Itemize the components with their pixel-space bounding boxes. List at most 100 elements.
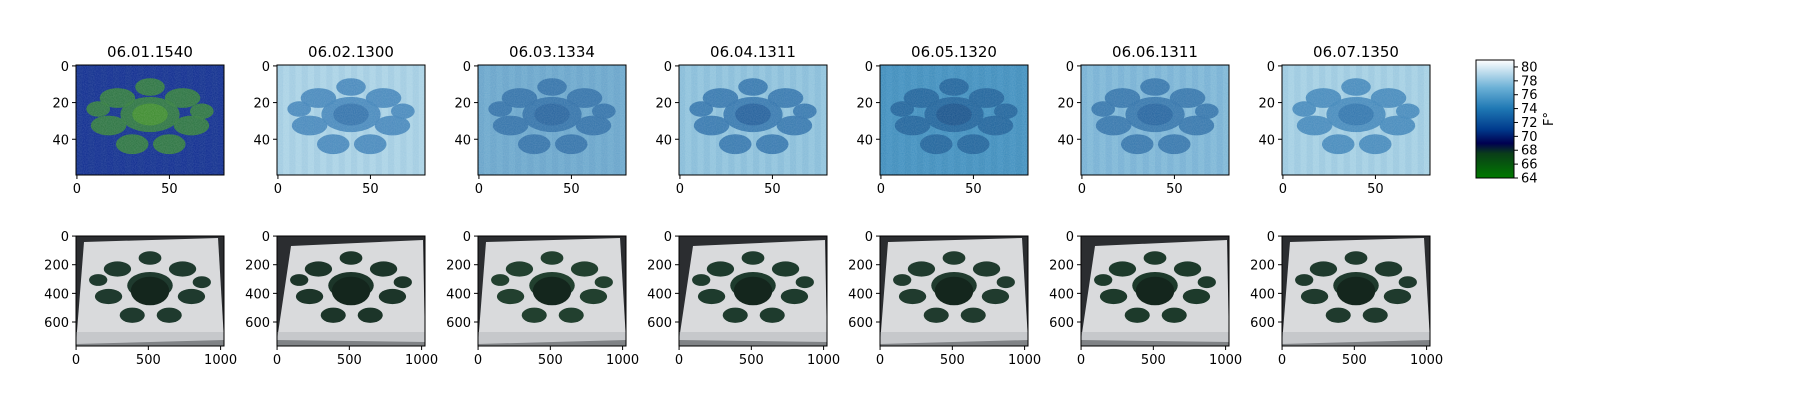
x-tick-label: 50 <box>1367 182 1384 197</box>
thermal-panel: 06.03.1334 0 50 0 20 40 <box>454 43 627 197</box>
panel-title: 06.07.1350 <box>1313 43 1399 61</box>
thermal-image <box>679 65 827 175</box>
x-tick-label: 1000 <box>1410 353 1443 368</box>
y-tick-label: 200 <box>848 259 873 274</box>
y-tick-label: 400 <box>446 287 471 302</box>
y-tick-label: 200 <box>446 259 471 274</box>
colorbar-tick-label: 80 <box>1521 60 1538 75</box>
y-tick-label: 400 <box>1049 287 1074 302</box>
panel-title: 06.05.1320 <box>911 43 997 61</box>
x-tick-label: 500 <box>1342 353 1367 368</box>
thermal-panel: 06.06.1311 0 50 0 20 40 <box>1057 43 1230 197</box>
y-tick-label: 40 <box>856 133 873 148</box>
colorbar-tick-label: 66 <box>1521 158 1538 173</box>
thermal-row: 06.01.1540 0 50 0 20 40 06.02.1300 0 50 0 20 40 06.0… <box>52 43 1431 197</box>
x-tick-label: 1000 <box>1209 353 1242 368</box>
x-tick-label: 0 <box>73 182 81 197</box>
x-tick-label: 50 <box>161 182 178 197</box>
y-tick-label: 600 <box>44 316 69 331</box>
y-tick-label: 600 <box>1250 316 1275 331</box>
y-tick-label: 0 <box>1066 60 1074 75</box>
x-tick-label: 1000 <box>606 353 639 368</box>
x-tick-label: 0 <box>1278 353 1286 368</box>
colorbar-tick-label: 74 <box>1521 102 1538 117</box>
y-tick-label: 20 <box>856 97 873 112</box>
x-tick-label: 1000 <box>807 353 840 368</box>
rgb-panel: 0 500 1000 0 200 400 600 <box>446 230 639 368</box>
y-tick-label: 400 <box>1250 287 1275 302</box>
axes-frame <box>1080 235 1230 347</box>
axes-frame <box>276 235 426 347</box>
x-tick-label: 0 <box>877 182 885 197</box>
y-tick-label: 200 <box>44 259 69 274</box>
x-tick-label: 500 <box>538 353 563 368</box>
x-tick-label: 0 <box>274 182 282 197</box>
y-tick-label: 20 <box>454 97 471 112</box>
thermal-image <box>1081 65 1229 175</box>
panel-title: 06.06.1311 <box>1112 43 1198 61</box>
y-tick-label: 0 <box>463 230 471 245</box>
y-tick-label: 40 <box>454 133 471 148</box>
y-tick-label: 600 <box>848 316 873 331</box>
y-tick-label: 20 <box>253 97 270 112</box>
colorbar-gradient <box>1475 59 1515 179</box>
axes-frame <box>276 64 426 176</box>
colorbar-tick-label: 76 <box>1521 88 1538 103</box>
thermal-panel: 06.01.1540 0 50 0 20 40 <box>52 43 225 197</box>
rgb-panel: 0 500 1000 0 200 400 600 <box>1250 230 1443 368</box>
x-tick-label: 0 <box>475 182 483 197</box>
x-tick-label: 0 <box>72 353 80 368</box>
y-tick-label: 400 <box>647 287 672 302</box>
y-tick-label: 0 <box>664 60 672 75</box>
y-tick-label: 600 <box>647 316 672 331</box>
axes-frame <box>477 235 627 347</box>
colorbar-tick-label: 70 <box>1521 130 1538 145</box>
thermal-image <box>76 65 224 175</box>
rgb-photo <box>478 236 626 346</box>
rgb-photo <box>679 236 827 346</box>
panel-title: 06.01.1540 <box>107 43 193 61</box>
rgb-photo <box>1282 236 1430 346</box>
axes-frame <box>879 235 1029 347</box>
thermal-panel: 06.04.1311 0 50 0 20 40 <box>655 43 828 197</box>
y-tick-label: 40 <box>253 133 270 148</box>
y-tick-label: 200 <box>647 259 672 274</box>
thermal-image <box>1282 65 1430 175</box>
y-tick-label: 0 <box>664 230 672 245</box>
y-tick-label: 0 <box>1267 60 1275 75</box>
x-tick-label: 1000 <box>204 353 237 368</box>
x-tick-label: 500 <box>337 353 362 368</box>
panel-title: 06.04.1311 <box>710 43 796 61</box>
x-tick-label: 500 <box>940 353 965 368</box>
panel-title: 06.02.1300 <box>308 43 394 61</box>
thermal-panel: 06.07.1350 0 50 0 20 40 <box>1258 43 1431 197</box>
x-tick-label: 0 <box>1077 353 1085 368</box>
x-tick-label: 0 <box>273 353 281 368</box>
colorbar-tick-label: 68 <box>1521 144 1538 159</box>
axes-frame <box>75 64 225 176</box>
axes-frame <box>75 235 225 347</box>
rgb-photo <box>1081 236 1229 346</box>
colorbar-label: F° <box>1542 112 1557 126</box>
colorbar-tick-label: 72 <box>1521 116 1538 131</box>
y-tick-label: 40 <box>1057 133 1074 148</box>
x-tick-label: 0 <box>1078 182 1086 197</box>
y-tick-label: 0 <box>61 230 69 245</box>
x-tick-label: 50 <box>764 182 781 197</box>
thermal-panel: 06.02.1300 0 50 0 20 40 <box>253 43 426 197</box>
x-tick-label: 500 <box>739 353 764 368</box>
y-tick-label: 0 <box>61 60 69 75</box>
y-tick-label: 40 <box>655 133 672 148</box>
rgb-panel: 0 500 1000 0 200 400 600 <box>848 230 1041 368</box>
rgb-panel: 0 500 1000 0 200 400 600 <box>647 230 840 368</box>
y-tick-label: 0 <box>262 60 270 75</box>
x-tick-label: 0 <box>876 353 884 368</box>
rgb-panel: 0 500 1000 0 200 400 600 <box>1049 230 1242 368</box>
rgb-panel: 0 500 1000 0 200 400 600 <box>245 230 438 368</box>
y-tick-label: 200 <box>245 259 270 274</box>
rgb-panel: 0 500 1000 0 200 400 600 <box>44 230 237 368</box>
y-tick-label: 40 <box>52 133 69 148</box>
rgb-photo <box>277 236 425 346</box>
